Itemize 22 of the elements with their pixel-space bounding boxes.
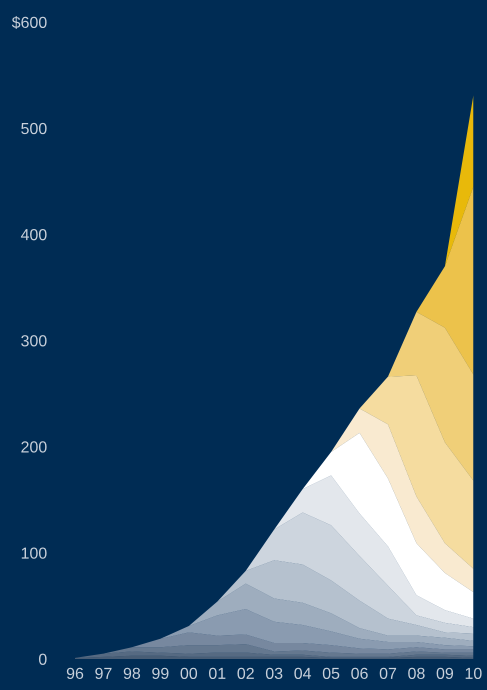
y-tick-label: 500 xyxy=(21,122,47,134)
x-tick-label: 03 xyxy=(266,668,282,680)
x-tick-label: 00 xyxy=(180,668,198,680)
x-tick-label: 98 xyxy=(124,668,140,680)
x-tick-label: 01 xyxy=(209,668,226,680)
x-tick-label: 96 xyxy=(66,668,84,680)
x-tick-label: 07 xyxy=(380,668,396,680)
x-tick-label: 05 xyxy=(322,668,340,680)
y-tick-label: 0 xyxy=(38,654,47,665)
x-tick-label: 08 xyxy=(408,668,425,680)
y-tick-label: 300 xyxy=(21,335,47,346)
x-tick-label: 09 xyxy=(436,668,454,680)
x-tick-label: 02 xyxy=(237,668,254,680)
y-tick-label: 100 xyxy=(22,547,47,559)
x-tick-label: 06 xyxy=(351,668,368,680)
y-tick-label: 200 xyxy=(21,441,47,453)
x-tick-label: 10 xyxy=(466,668,482,680)
x-tick-label: 97 xyxy=(95,668,112,680)
x-tick-label: 04 xyxy=(294,668,312,680)
x-tick-label: 99 xyxy=(152,668,168,680)
y-tick-label: $600 xyxy=(12,16,47,29)
y-tick-label: 400 xyxy=(20,229,47,240)
